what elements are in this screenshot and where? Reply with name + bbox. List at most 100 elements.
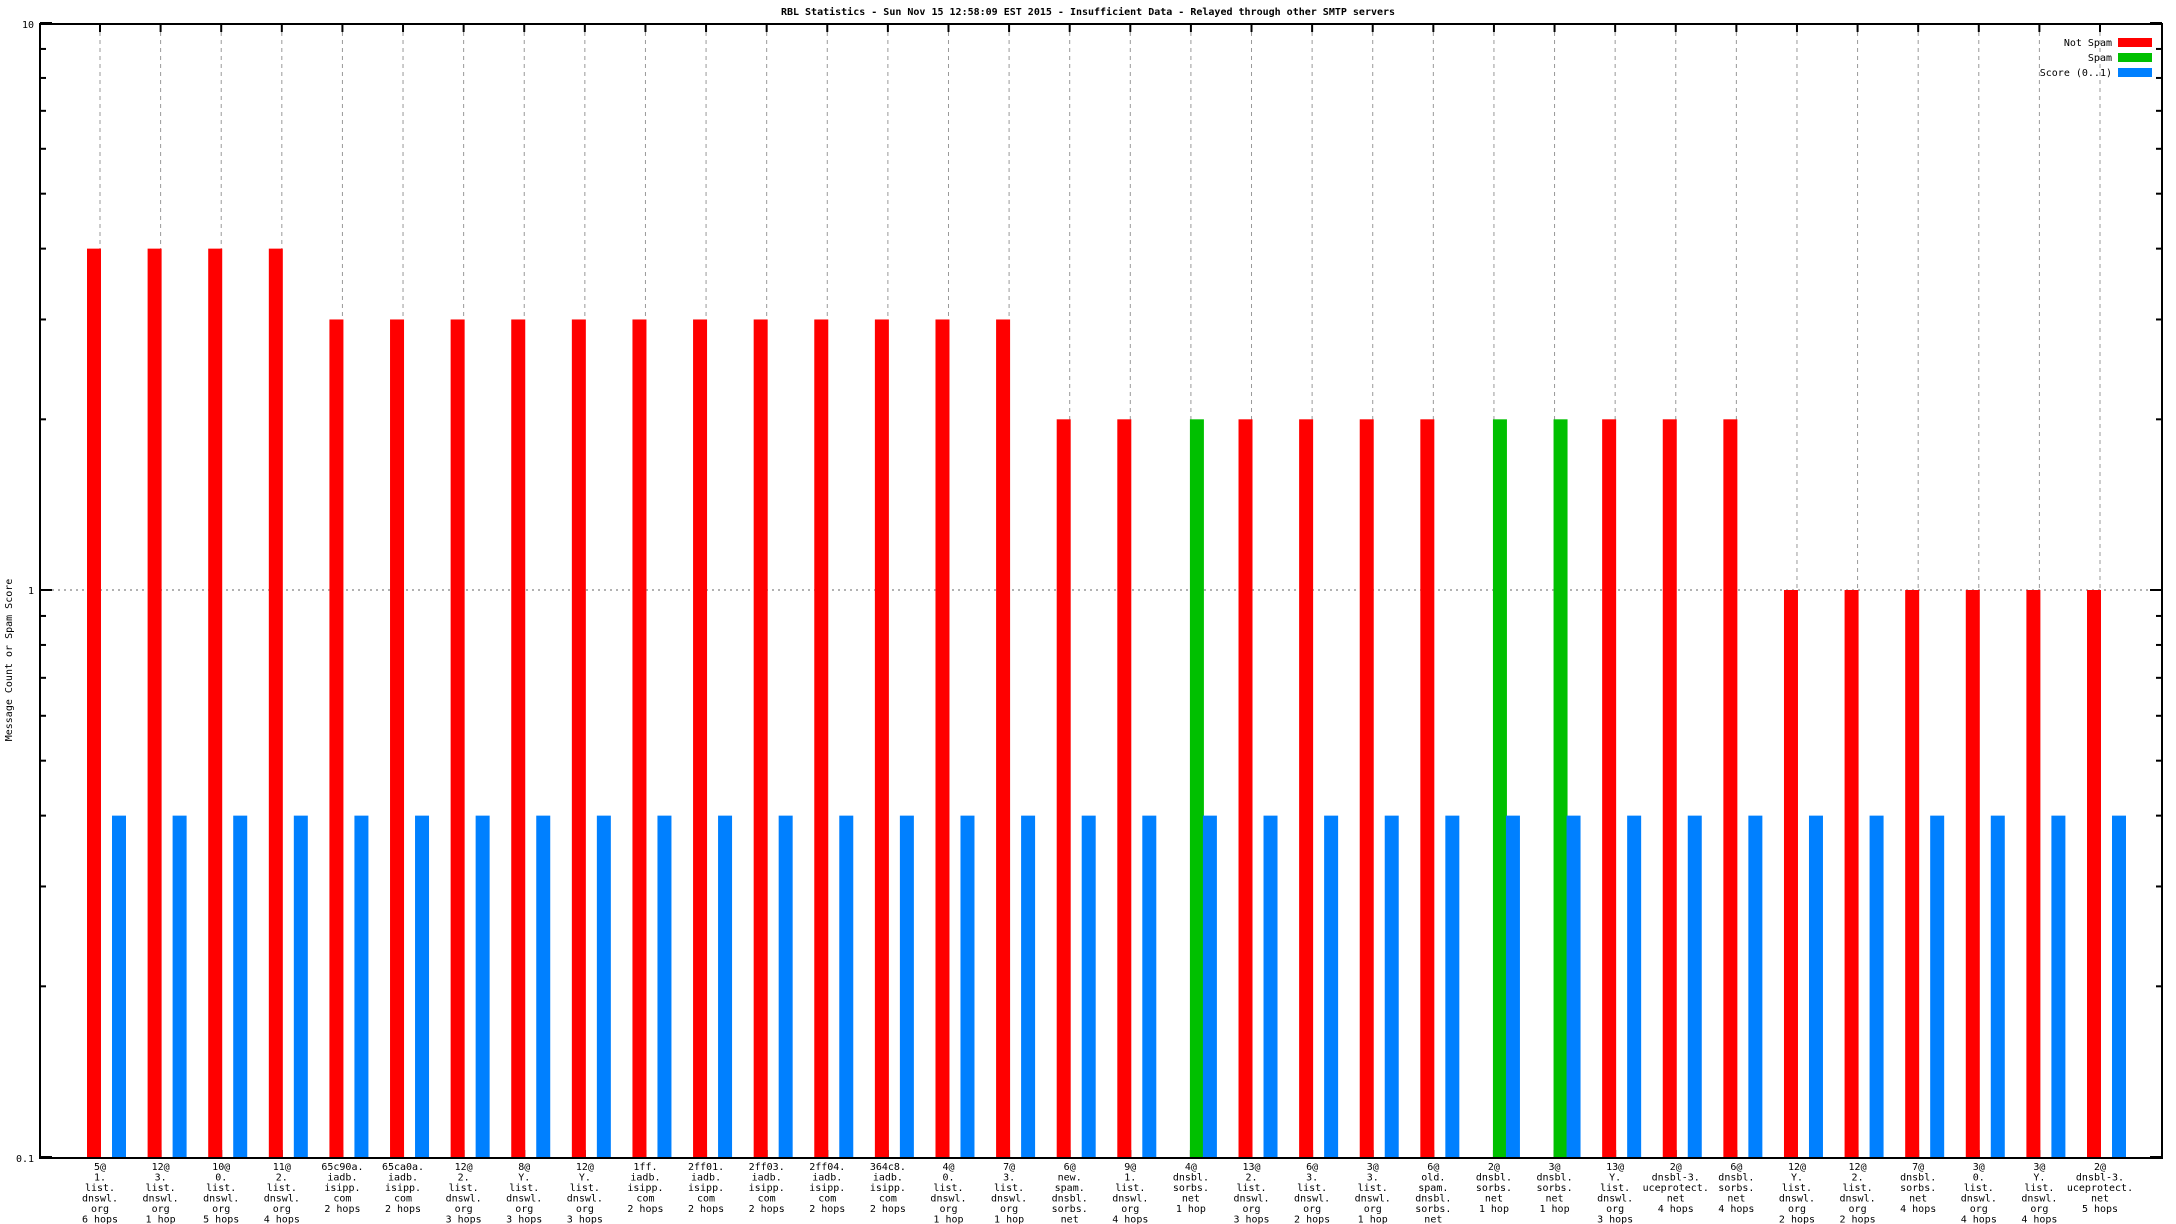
bar-not-spam [87, 248, 101, 1159]
x-tick-label: list. [1782, 1183, 1812, 1194]
x-tick-label: list. [1297, 1183, 1327, 1194]
y-tick-label-1: 1 [28, 586, 34, 597]
x-tick-label: 65c90a. [321, 1162, 363, 1173]
x-tick-label: org [1970, 1204, 1988, 1215]
x-tick-label: net [1727, 1194, 1745, 1205]
x-tick-label: dnsbl. [1476, 1173, 1512, 1184]
x-tick-label: 4@ [942, 1162, 954, 1173]
x-tick-label: old. [1421, 1173, 1445, 1184]
bar-not-spam [935, 319, 950, 1158]
bar-not-spam [1844, 590, 1859, 1158]
x-tick-label: 2ff03. [749, 1162, 785, 1173]
y-tick-label-0.1: 0.1 [16, 1154, 34, 1165]
x-tick-label: 4@ [1185, 1162, 1197, 1173]
x-tick-label: org [1242, 1204, 1260, 1215]
x-tick-label: 6@ [1306, 1162, 1318, 1173]
x-tick-label: isipp. [627, 1183, 663, 1194]
x-tick-label: iadb. [812, 1173, 842, 1184]
x-tick-label: 2 hops [809, 1204, 845, 1215]
x-tick-label: 10@ [212, 1162, 230, 1173]
bar-not-spam [1117, 419, 1132, 1158]
x-tick-label: 3 hops [1233, 1215, 1269, 1224]
x-tick-label: 3 hops [506, 1215, 542, 1224]
x-tick-label: 1ff. [633, 1162, 657, 1173]
x-tick-label: 1. [1124, 1173, 1136, 1184]
x-tick-label: org [1606, 1204, 1624, 1215]
bar-score [475, 815, 490, 1158]
bar-score [1687, 815, 1702, 1158]
x-tick-label: dnswl. [143, 1194, 179, 1205]
bar-spam [1492, 419, 1507, 1158]
bar-score [112, 815, 126, 1158]
x-tick-label: com [697, 1194, 715, 1205]
legend-label-spam: Spam [2088, 53, 2112, 64]
bar-not-spam [1238, 419, 1253, 1158]
x-tick-label: list. [206, 1183, 236, 1194]
x-tick-label: 0. [942, 1173, 954, 1184]
x-tick-label: 2 hops [324, 1204, 360, 1215]
x-tick-label: iadb. [630, 1173, 660, 1184]
x-tick-label: 7@ [1912, 1162, 1924, 1173]
plot-border [39, 23, 2163, 1159]
x-tick-label: sorbs. [1052, 1204, 1088, 1215]
x-tick-label: 1 hop [933, 1215, 963, 1224]
x-tick-label: 3 hops [567, 1215, 603, 1224]
bar-not-spam [268, 248, 283, 1159]
x-tick-label: dnswl. [930, 1194, 966, 1205]
x-tick-label: 6@ [1427, 1162, 1439, 1173]
legend-swatch-score [2118, 68, 2152, 77]
bar-not-spam [571, 319, 586, 1158]
x-tick-label: 364c8. [870, 1162, 906, 1173]
x-tick-label: org [1788, 1204, 1806, 1215]
x-tick-label: 6@ [1064, 1162, 1076, 1173]
bar-not-spam [2087, 590, 2101, 1158]
x-tick-label: dnswl. [1840, 1194, 1876, 1205]
bar-not-spam [147, 248, 162, 1159]
x-tick-label: 4 hops [1718, 1204, 1754, 1215]
x-tick-label: dnsbl. [1900, 1173, 1936, 1184]
x-tick-label: Y. [518, 1173, 530, 1184]
x-tick-label: 2@ [2094, 1162, 2106, 1173]
x-tick-label: com [818, 1194, 836, 1205]
x-tick-label: 12@ [152, 1162, 170, 1173]
x-tick-label: dnsbl-3. [2076, 1173, 2124, 1184]
bar-score [596, 815, 611, 1158]
bar-score [1566, 815, 1581, 1158]
x-tick-label: 4 hops [1961, 1215, 1997, 1224]
x-tick-label: net [1182, 1194, 1200, 1205]
x-tick-label: uceprotect. [1643, 1183, 1709, 1194]
bar-score [960, 815, 975, 1158]
x-tick-label: isipp. [809, 1183, 845, 1194]
bar-score [1384, 815, 1399, 1158]
bar-score [293, 815, 308, 1158]
x-tick-label: Y. [579, 1173, 591, 1184]
x-tick-label: dnswl. [1294, 1194, 1330, 1205]
x-tick-label: com [394, 1194, 412, 1205]
x-tick-label: list. [267, 1183, 297, 1194]
legend-swatch-spam [2118, 53, 2152, 62]
x-tick-label: spam. [1055, 1183, 1085, 1194]
bar-score [1808, 815, 1823, 1158]
bar-score [899, 815, 914, 1158]
bar-not-spam [1420, 419, 1435, 1158]
x-tick-label: isipp. [870, 1183, 906, 1194]
bar-not-spam [693, 319, 708, 1158]
x-tick-label: 1 hop [146, 1215, 176, 1224]
bar-score [1081, 815, 1096, 1158]
x-tick-label: sorbs. [1536, 1183, 1572, 1194]
x-tick-label: com [636, 1194, 654, 1205]
x-tick-label: list. [1843, 1183, 1873, 1194]
legend-label-score: Score (0..1) [2040, 68, 2112, 79]
x-tick-label: 1 hop [1176, 1204, 1206, 1215]
bar-not-spam [208, 248, 223, 1159]
x-tick-label: 3@ [2033, 1162, 2045, 1173]
x-tick-label: list. [2024, 1183, 2054, 1194]
bar-score [1324, 815, 1339, 1158]
x-tick-label: org [939, 1204, 957, 1215]
x-tick-label: org [576, 1204, 594, 1215]
bar-score [536, 815, 551, 1158]
bar-score [233, 815, 248, 1158]
x-tick-label: 2 hops [1840, 1215, 1876, 1224]
x-tick-label: 2. [276, 1173, 288, 1184]
x-tick-label: list. [1964, 1183, 1994, 1194]
